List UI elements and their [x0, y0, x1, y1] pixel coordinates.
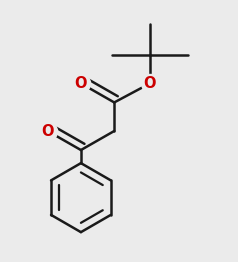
Text: O: O — [75, 76, 87, 91]
Text: O: O — [41, 123, 54, 139]
Text: O: O — [144, 76, 156, 91]
